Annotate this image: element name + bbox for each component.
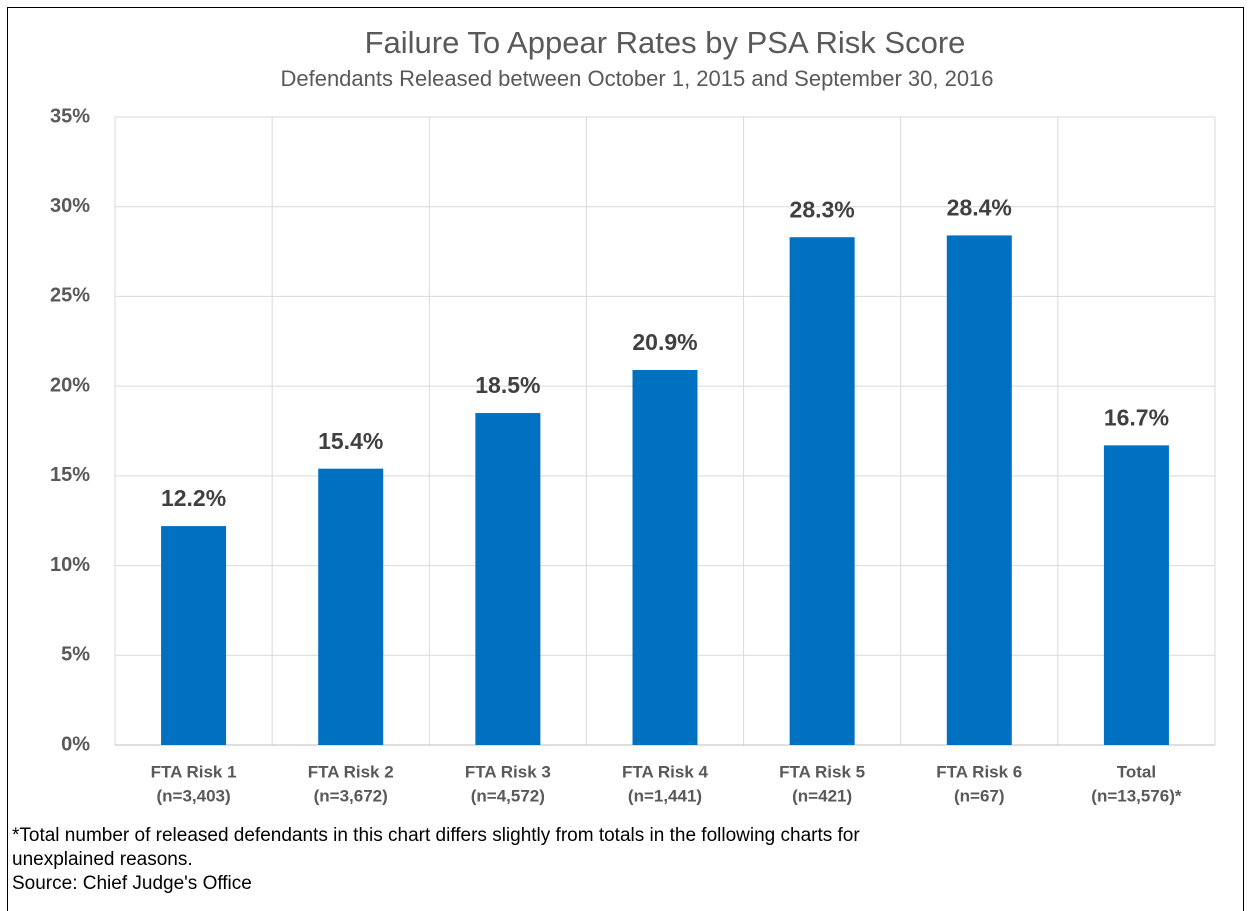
value-label: 28.3% [790,196,855,222]
chart-title: Failure To Appear Rates by PSA Risk Scor… [365,25,966,60]
y-tick-label: 0% [61,733,90,755]
y-tick-label: 20% [50,374,90,396]
value-label: 20.9% [632,329,697,355]
bar [632,369,698,745]
bar [475,413,541,745]
value-label: 28.4% [947,195,1012,221]
x-tick-label: FTA Risk 6 [936,762,1022,781]
x-tick-label: (n=4,572) [471,786,545,805]
x-tick-label: FTA Risk 2 [308,762,394,781]
bar [318,468,384,745]
x-tick-label: FTA Risk 4 [622,762,709,781]
y-tick-label: 5% [61,644,90,666]
bar [789,237,855,745]
y-tick-label: 30% [50,195,90,217]
x-tick-label: (n=1,441) [628,786,702,805]
x-tick-label: Total [1117,762,1156,781]
x-tick-label: FTA Risk 1 [151,762,237,781]
y-tick-label: 35% [50,105,90,127]
x-tick-label: FTA Risk 3 [465,762,551,781]
value-label: 18.5% [475,372,540,398]
chart-subtitle: Defendants Released between October 1, 2… [280,66,993,91]
bar [1103,445,1169,745]
footnote: unexplained reasons. [12,849,193,870]
x-tick-label: (n=3,672) [314,786,388,805]
x-tick-label: (n=421) [792,786,852,805]
x-tick-label: (n=67) [954,786,1005,805]
value-label: 15.4% [318,428,383,454]
footnote: *Total number of released defendants in … [12,825,860,846]
bar [161,526,227,745]
x-tick-label: (n=3,403) [156,786,230,805]
footnote: Source: Chief Judge's Office [12,873,252,894]
y-tick-label: 15% [50,464,90,486]
y-tick-label: 10% [50,554,90,576]
x-tick-label: FTA Risk 5 [779,762,865,781]
chart-border [7,7,1244,911]
bar [946,235,1012,745]
value-label: 12.2% [161,485,226,511]
x-tick-label: (n=13,576)* [1091,786,1182,805]
value-label: 16.7% [1104,404,1169,430]
y-tick-label: 25% [50,285,90,307]
